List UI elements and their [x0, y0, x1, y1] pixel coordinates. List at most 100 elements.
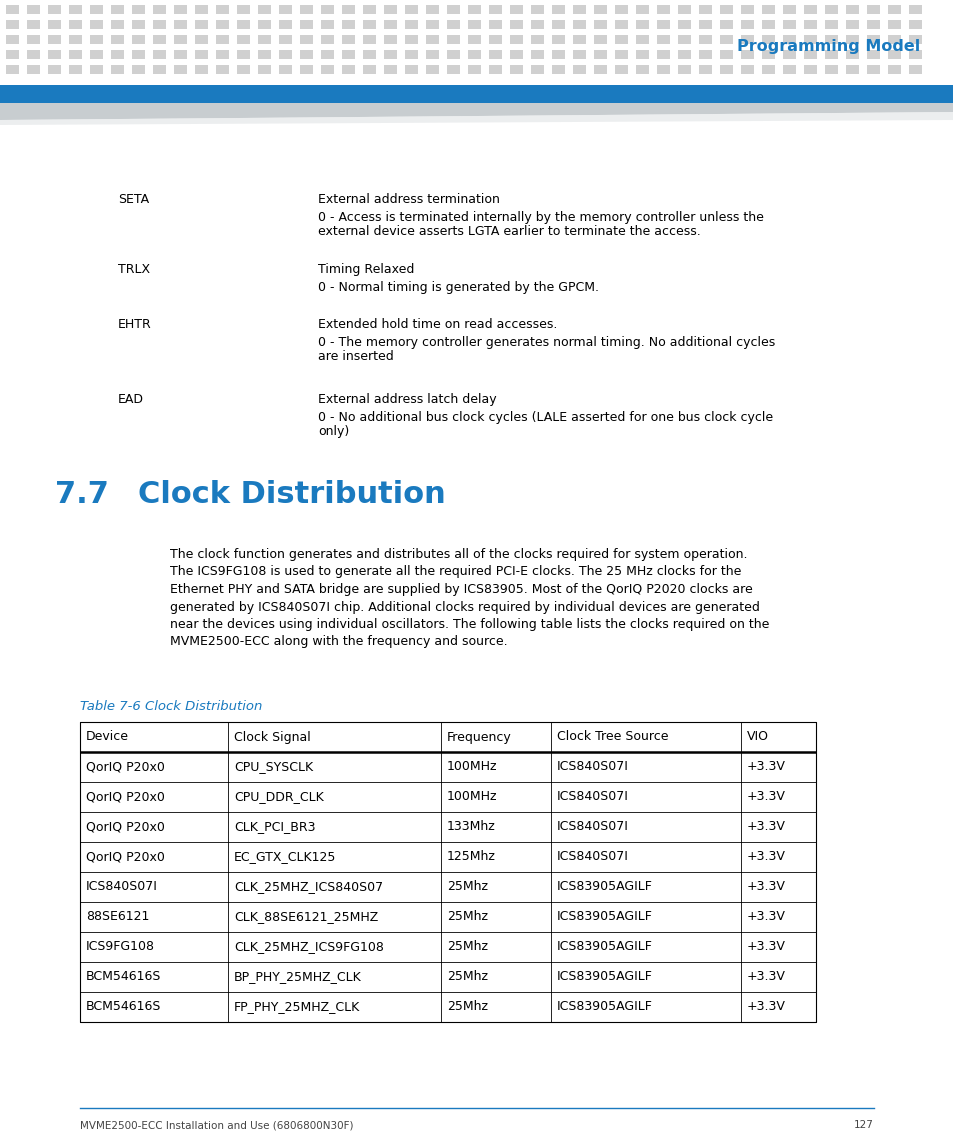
- Bar: [215, 50, 229, 60]
- Text: 0 - Access is terminated internally by the memory controller unless the: 0 - Access is terminated internally by t…: [317, 211, 763, 224]
- Bar: [236, 50, 250, 60]
- Text: 127: 127: [853, 1120, 873, 1130]
- Bar: [615, 35, 627, 44]
- Text: CLK_25MHZ_ICS9FG108: CLK_25MHZ_ICS9FG108: [233, 940, 383, 954]
- Bar: [132, 35, 145, 44]
- Bar: [299, 65, 313, 74]
- Text: ICS840S07I: ICS840S07I: [557, 821, 628, 834]
- Text: ICS840S07I: ICS840S07I: [557, 851, 628, 863]
- Bar: [405, 65, 417, 74]
- Bar: [447, 5, 459, 14]
- Bar: [866, 65, 879, 74]
- Bar: [657, 5, 669, 14]
- Text: QorIQ P20x0: QorIQ P20x0: [86, 851, 165, 863]
- Bar: [405, 50, 417, 60]
- Text: QorIQ P20x0: QorIQ P20x0: [86, 760, 165, 774]
- Bar: [341, 5, 355, 14]
- Text: Table 7-6 Clock Distribution: Table 7-6 Clock Distribution: [80, 700, 262, 713]
- Bar: [510, 50, 522, 60]
- Bar: [615, 5, 627, 14]
- Bar: [573, 19, 585, 29]
- Text: CLK_25MHZ_ICS840S07: CLK_25MHZ_ICS840S07: [233, 881, 383, 893]
- Bar: [215, 5, 229, 14]
- Bar: [468, 65, 480, 74]
- Text: EC_GTX_CLK125: EC_GTX_CLK125: [233, 851, 336, 863]
- Text: VIO: VIO: [746, 731, 768, 743]
- Bar: [531, 50, 543, 60]
- Bar: [594, 5, 606, 14]
- Bar: [6, 50, 19, 60]
- Bar: [257, 5, 271, 14]
- Text: ICS840S07I: ICS840S07I: [86, 881, 157, 893]
- Bar: [236, 19, 250, 29]
- Bar: [341, 35, 355, 44]
- Polygon shape: [0, 103, 953, 120]
- Bar: [552, 19, 564, 29]
- Text: Extended hold time on read accesses.: Extended hold time on read accesses.: [317, 318, 557, 331]
- Bar: [341, 65, 355, 74]
- Bar: [489, 50, 501, 60]
- Bar: [6, 19, 19, 29]
- Bar: [27, 65, 40, 74]
- Text: CPU_SYSCLK: CPU_SYSCLK: [233, 760, 313, 774]
- Bar: [636, 5, 648, 14]
- Bar: [720, 5, 732, 14]
- Bar: [489, 65, 501, 74]
- Bar: [6, 35, 19, 44]
- Bar: [615, 50, 627, 60]
- Text: Ethernet PHY and SATA bridge are supplied by ICS83905. Most of the QorIQ P2020 c: Ethernet PHY and SATA bridge are supplie…: [170, 583, 752, 597]
- Bar: [90, 5, 103, 14]
- Text: ICS83905AGILF: ICS83905AGILF: [557, 881, 652, 893]
- Bar: [278, 19, 292, 29]
- Bar: [152, 5, 166, 14]
- Bar: [257, 65, 271, 74]
- Text: BCM54616S: BCM54616S: [86, 971, 161, 984]
- Text: Device: Device: [86, 731, 129, 743]
- Bar: [278, 65, 292, 74]
- Bar: [845, 35, 858, 44]
- Bar: [384, 50, 396, 60]
- Bar: [720, 65, 732, 74]
- Text: 133Mhz: 133Mhz: [447, 821, 496, 834]
- Bar: [678, 65, 690, 74]
- Text: CLK_88SE6121_25MHZ: CLK_88SE6121_25MHZ: [233, 910, 377, 924]
- Bar: [132, 5, 145, 14]
- Bar: [69, 19, 82, 29]
- Text: FP_PHY_25MHZ_CLK: FP_PHY_25MHZ_CLK: [233, 1001, 360, 1013]
- Text: QorIQ P20x0: QorIQ P20x0: [86, 821, 165, 834]
- Text: 7.7: 7.7: [55, 480, 109, 510]
- Bar: [866, 50, 879, 60]
- Text: ICS840S07I: ICS840S07I: [557, 790, 628, 804]
- Text: Clock Tree Source: Clock Tree Source: [557, 731, 668, 743]
- Text: 25Mhz: 25Mhz: [447, 1001, 488, 1013]
- Bar: [405, 35, 417, 44]
- Bar: [173, 50, 187, 60]
- Bar: [531, 5, 543, 14]
- Bar: [866, 19, 879, 29]
- Bar: [699, 19, 711, 29]
- Bar: [426, 50, 438, 60]
- Text: 125Mhz: 125Mhz: [447, 851, 496, 863]
- Bar: [782, 19, 795, 29]
- Bar: [27, 35, 40, 44]
- Bar: [173, 65, 187, 74]
- Bar: [363, 19, 375, 29]
- Bar: [299, 35, 313, 44]
- Bar: [80, 722, 815, 1022]
- Bar: [720, 35, 732, 44]
- Text: SETA: SETA: [118, 194, 149, 206]
- Bar: [320, 50, 334, 60]
- Bar: [845, 5, 858, 14]
- Bar: [257, 50, 271, 60]
- Bar: [90, 35, 103, 44]
- Text: The clock function generates and distributes all of the clocks required for syst: The clock function generates and distrib…: [170, 548, 747, 561]
- Bar: [90, 50, 103, 60]
- Text: 100MHz: 100MHz: [447, 790, 497, 804]
- Bar: [194, 50, 208, 60]
- Bar: [69, 50, 82, 60]
- Bar: [489, 19, 501, 29]
- Bar: [866, 5, 879, 14]
- Bar: [363, 50, 375, 60]
- Bar: [678, 19, 690, 29]
- Bar: [320, 65, 334, 74]
